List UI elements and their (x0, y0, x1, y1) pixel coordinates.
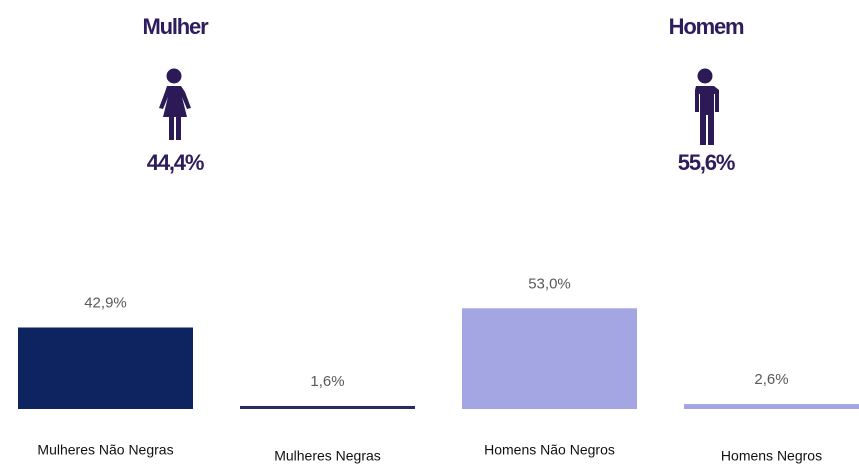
category-label: Homens Não Negros (484, 442, 615, 458)
value-label: 2,6% (754, 371, 788, 388)
value-label: 42,9% (84, 294, 127, 311)
bar (684, 404, 859, 409)
group-share: 44,4% (147, 150, 204, 175)
category-label: Mulheres Não Negras (37, 442, 173, 458)
group-title: Homem (669, 14, 744, 39)
group-share: 55,6% (678, 150, 735, 175)
bar (18, 327, 193, 409)
male-icon (695, 68, 719, 145)
category-label: Homens Negros (721, 448, 822, 464)
value-label: 1,6% (310, 373, 344, 390)
female-icon (159, 68, 191, 140)
bar (462, 308, 637, 409)
category-label: Mulheres Negras (274, 448, 381, 464)
group-title: Mulher (143, 14, 210, 39)
value-label: 53,0% (528, 275, 571, 292)
bar (240, 405, 415, 409)
